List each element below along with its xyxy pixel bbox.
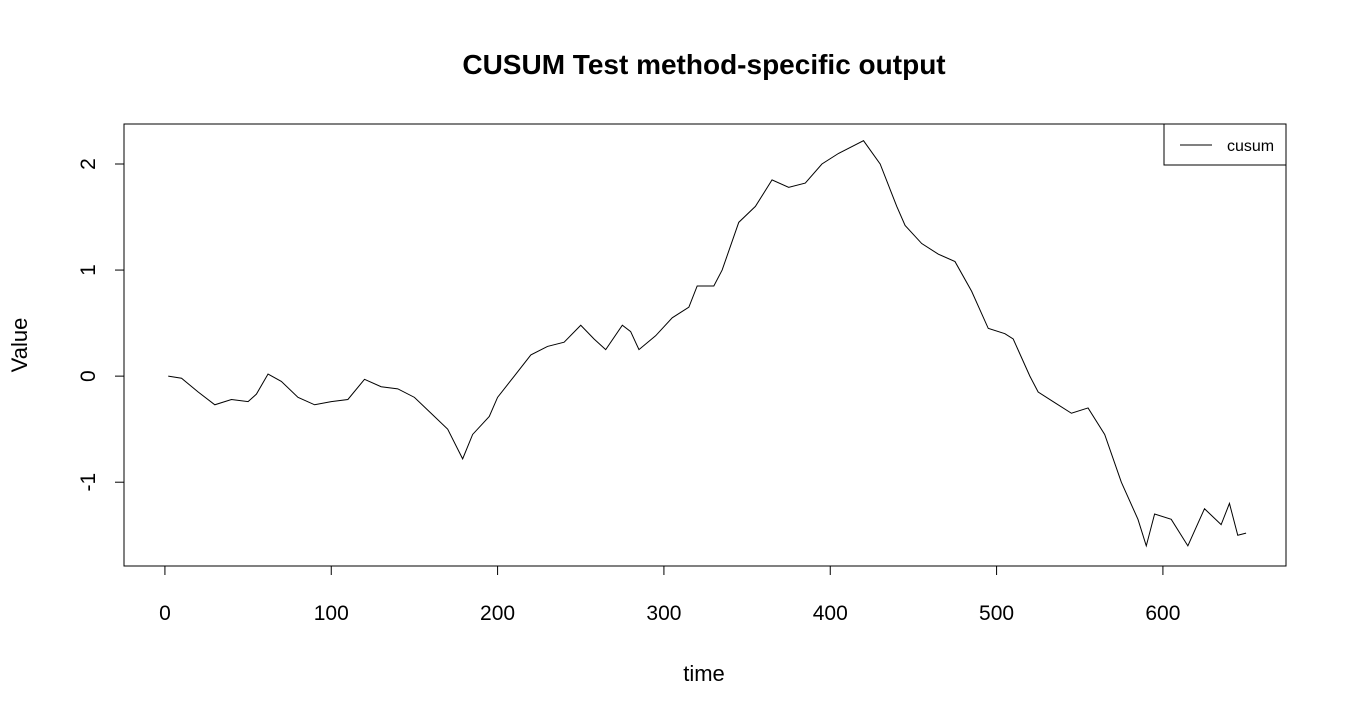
y-tick-label: 0 bbox=[77, 370, 100, 382]
y-tick-label: 1 bbox=[77, 264, 100, 276]
x-tick-label: 0 bbox=[159, 602, 171, 625]
x-tick-label: 200 bbox=[480, 602, 515, 625]
x-tick-label: 300 bbox=[646, 602, 681, 625]
y-tick-label: -1 bbox=[77, 473, 100, 492]
plot-frame bbox=[123, 123, 1287, 567]
chart-title: CUSUM Test method-specific output bbox=[462, 49, 945, 80]
y-tick-label: 2 bbox=[77, 158, 100, 170]
legend-label: cusum bbox=[1227, 138, 1274, 155]
x-tick-label: 100 bbox=[314, 602, 349, 625]
y-axis-label: Value bbox=[7, 318, 32, 373]
x-tick-label: 600 bbox=[1145, 602, 1180, 625]
x-axis-label: time bbox=[683, 661, 725, 686]
x-tick-label: 500 bbox=[979, 602, 1014, 625]
x-tick-label: 400 bbox=[813, 602, 848, 625]
data-line bbox=[168, 140, 1247, 548]
